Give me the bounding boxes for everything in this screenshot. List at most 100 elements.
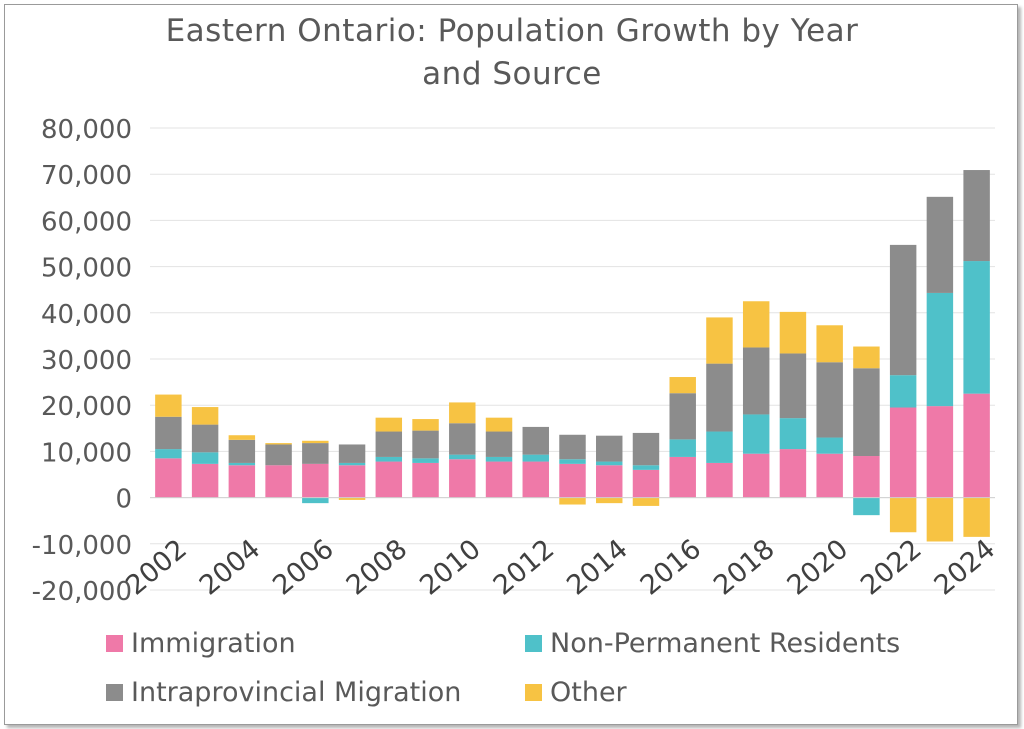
- y-tick-label: 0: [115, 485, 132, 515]
- bar-other-2003: [191, 407, 219, 425]
- bar-non-permanent-residents-2008: [375, 456, 403, 462]
- bar-intraprovincial-migration-2010: [449, 423, 476, 455]
- bar-intraprovincial-migration-2018: [742, 347, 770, 415]
- bar-non-permanent-residents-2018: [742, 414, 770, 454]
- bar-immigration-2004: [228, 465, 256, 498]
- bar-other-2016: [669, 377, 696, 394]
- bar-intraprovincial-migration-2020: [816, 362, 843, 438]
- bar-immigration-2018: [742, 453, 770, 498]
- bar-intraprovincial-migration-2016: [669, 393, 696, 440]
- bar-immigration-2024: [963, 393, 990, 498]
- bar-non-permanent-residents-2004: [228, 462, 256, 466]
- bar-immigration-2008: [375, 461, 403, 498]
- y-tick-label: 20,000: [41, 392, 132, 422]
- bar-other-2009: [412, 419, 439, 431]
- bar-other-2022: [889, 497, 917, 533]
- bar-immigration-2002: [155, 458, 182, 498]
- y-tick-label: 50,000: [41, 254, 132, 284]
- bar-intraprovincial-migration-2008: [375, 431, 403, 457]
- bar-intraprovincial-migration-2021: [853, 368, 880, 457]
- bar-immigration-2016: [669, 456, 696, 498]
- chart-title: Eastern Ontario: Population Growth by Ye…: [0, 10, 1024, 96]
- bar-non-permanent-residents-2015: [632, 465, 660, 470]
- bar-immigration-2006: [302, 463, 329, 498]
- bar-intraprovincial-migration-2007: [338, 444, 366, 463]
- bar-other-2023: [926, 497, 954, 542]
- bar-intraprovincial-migration-2003: [191, 424, 219, 453]
- bar-other-2014: [596, 497, 623, 504]
- bar-non-permanent-residents-2021: [853, 497, 880, 516]
- bar-intraprovincial-migration-2002: [155, 416, 182, 450]
- bar-other-2024: [963, 497, 990, 537]
- bar-immigration-2015: [632, 469, 660, 498]
- chart-title-line-1: Eastern Ontario: Population Growth by Ye…: [165, 13, 859, 49]
- bar-immigration-2013: [559, 463, 586, 498]
- bar-intraprovincial-migration-2009: [412, 430, 439, 459]
- bar-immigration-2023: [926, 406, 954, 498]
- bar-intraprovincial-migration-2024: [963, 170, 990, 262]
- bar-intraprovincial-migration-2004: [228, 439, 256, 463]
- y-tick-label: -10,000: [32, 531, 132, 561]
- bar-immigration-2014: [596, 465, 623, 498]
- bar-immigration-2010: [449, 459, 476, 498]
- y-tick-label: 10,000: [41, 438, 132, 468]
- bar-immigration-2003: [191, 463, 219, 498]
- y-tick-label: 60,000: [41, 207, 132, 237]
- bar-intraprovincial-migration-2015: [632, 432, 660, 466]
- bar-non-permanent-residents-2013: [559, 459, 586, 464]
- bar-immigration-2019: [779, 449, 807, 498]
- bar-non-permanent-residents-2020: [816, 437, 843, 454]
- bar-intraprovincial-migration-2012: [522, 426, 549, 455]
- bar-other-2017: [706, 317, 733, 364]
- bar-other-2013: [559, 497, 586, 505]
- bar-non-permanent-residents-2022: [889, 375, 917, 408]
- bar-non-permanent-residents-2016: [669, 439, 696, 457]
- bar-non-permanent-residents-2012: [522, 454, 549, 462]
- bar-non-permanent-residents-2006: [302, 497, 329, 504]
- bar-intraprovincial-migration-2017: [706, 363, 733, 432]
- bar-other-2005: [265, 443, 292, 445]
- bar-intraprovincial-migration-2022: [889, 244, 917, 376]
- bar-non-permanent-residents-2002: [155, 449, 182, 459]
- bar-intraprovincial-migration-2005: [265, 444, 292, 466]
- bar-other-2004: [228, 435, 256, 440]
- bar-non-permanent-residents-2024: [963, 261, 990, 394]
- bar-immigration-2020: [816, 453, 843, 498]
- bar-non-permanent-residents-2014: [596, 461, 623, 466]
- bar-non-permanent-residents-2011: [485, 456, 513, 462]
- bar-other-2006: [302, 440, 329, 444]
- bar-other-2008: [375, 417, 403, 432]
- bar-non-permanent-residents-2023: [926, 292, 954, 407]
- bar-immigration-2021: [853, 456, 880, 498]
- bar-immigration-2022: [889, 407, 917, 498]
- bar-immigration-2005: [265, 465, 292, 498]
- bar-non-permanent-residents-2017: [706, 431, 733, 463]
- bar-other-2021: [853, 346, 880, 369]
- bar-other-2019: [779, 311, 807, 354]
- bar-intraprovincial-migration-2011: [485, 431, 513, 457]
- bar-intraprovincial-migration-2014: [596, 435, 623, 462]
- y-tick-label: 80,000: [41, 115, 132, 145]
- bar-immigration-2012: [522, 461, 549, 498]
- y-tick-label: 40,000: [41, 300, 132, 330]
- bar-intraprovincial-migration-2006: [302, 443, 329, 464]
- chart-frame: [4, 4, 1018, 725]
- chart-title-line-2: and Source: [422, 56, 602, 92]
- bar-other-2007: [338, 497, 366, 500]
- bar-intraprovincial-migration-2023: [926, 196, 954, 293]
- bar-other-2011: [485, 417, 513, 432]
- bar-other-2020: [816, 325, 843, 363]
- bar-immigration-2011: [485, 461, 513, 498]
- bar-non-permanent-residents-2019: [779, 418, 807, 450]
- bar-other-2002: [155, 394, 182, 417]
- bar-non-permanent-residents-2009: [412, 458, 439, 463]
- bar-immigration-2017: [706, 462, 733, 498]
- bar-immigration-2009: [412, 462, 439, 498]
- bar-intraprovincial-migration-2019: [779, 353, 807, 419]
- bar-other-2010: [449, 402, 476, 424]
- y-tick-label: 30,000: [41, 346, 132, 376]
- bar-non-permanent-residents-2010: [449, 454, 476, 460]
- bar-non-permanent-residents-2007: [338, 462, 366, 466]
- bar-non-permanent-residents-2003: [191, 452, 219, 464]
